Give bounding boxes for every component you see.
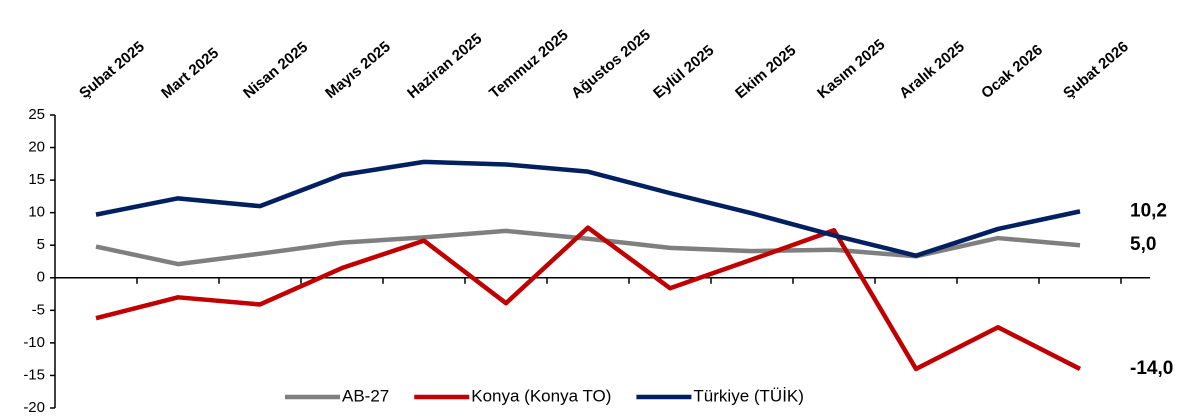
data-label: -14,0 <box>1130 358 1173 379</box>
series-line <box>95 225 1082 372</box>
x-tick-label: Ağustos 2025 <box>568 26 654 102</box>
legend-label: Türkiye (TÜİK) <box>693 386 804 405</box>
y-tick-label: 15 <box>28 171 45 188</box>
x-tick-label: Mart 2025 <box>158 45 222 103</box>
x-tick-label: Kasım 2025 <box>814 36 888 102</box>
legend-label: Konya (Konya TO) <box>471 386 611 405</box>
y-tick-label: -5 <box>32 301 45 318</box>
y-tick-label: 25 <box>28 106 45 123</box>
y-tick-label: 20 <box>28 139 45 156</box>
series-line <box>95 159 1081 258</box>
y-tick-label: -20 <box>23 399 45 416</box>
x-tick-label: Ekim 2025 <box>732 42 799 102</box>
y-tick-label: 0 <box>37 269 45 286</box>
y-tick-label: -15 <box>23 366 45 383</box>
x-tick-label: Mayıs 2025 <box>322 38 394 102</box>
x-tick-label: Ocak 2026 <box>978 41 1046 102</box>
y-tick-label: -10 <box>23 334 45 351</box>
data-label: 10,2 <box>1130 200 1167 221</box>
y-tick-label: 10 <box>28 204 45 221</box>
x-tick-label: Eylül 2025 <box>650 42 717 102</box>
x-tick-label: Haziran 2025 <box>404 30 485 102</box>
y-tick-label: 5 <box>37 236 45 253</box>
x-tick-label: Nisan 2025 <box>240 39 311 102</box>
data-label: 5,0 <box>1130 234 1156 255</box>
legend-label: AB-27 <box>342 386 389 405</box>
series-line <box>95 228 1081 267</box>
x-tick-label: Şubat 2025 <box>76 38 148 102</box>
x-tick-label: Temmuz 2025 <box>486 27 571 103</box>
x-tick-label: Aralık 2025 <box>896 38 968 102</box>
x-tick-label: Şubat 2026 <box>1060 38 1132 102</box>
